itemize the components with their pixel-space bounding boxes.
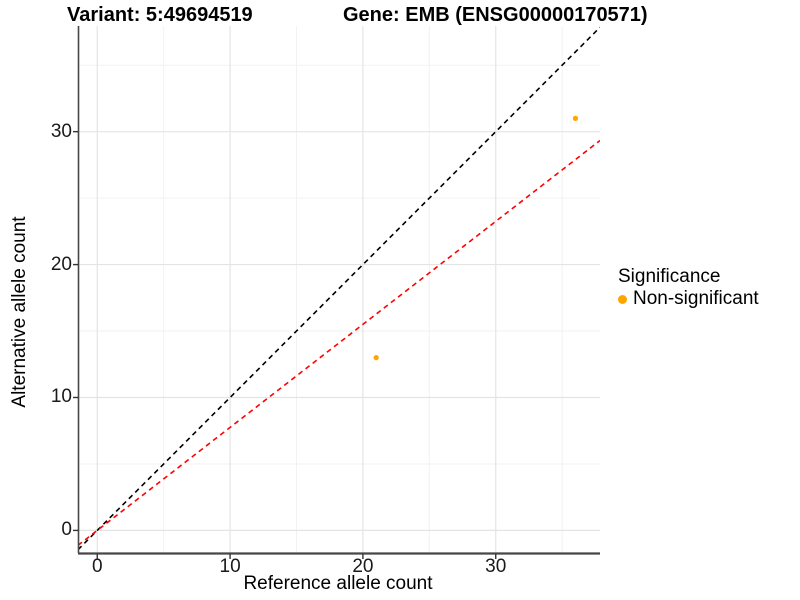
x-tick-label: 0 [91, 556, 103, 577]
legend-label: Non-significant [633, 288, 759, 309]
legend-item: Non-significant [618, 288, 759, 310]
data-point [373, 355, 379, 361]
x-tick-label: 20 [352, 556, 374, 577]
y-tick-label: 30 [50, 120, 72, 142]
y-tick-label: 20 [50, 253, 72, 275]
expected-ratio-line [78, 139, 600, 546]
legend-title: Significance [618, 266, 721, 287]
x-axis-title: Reference allele count [243, 573, 433, 594]
y-tick-label: 10 [50, 386, 72, 408]
y-tick-label: 0 [61, 519, 72, 541]
x-tick-label: 10 [219, 556, 241, 577]
x-tick-label: 30 [485, 556, 507, 577]
legend: Significance Non-significant [618, 266, 759, 310]
data-point [572, 115, 579, 121]
legend-marker-icon [618, 294, 627, 304]
y-axis-title: Alternative allele count [9, 216, 30, 408]
variant-title: Variant: 5:49694519 [67, 4, 253, 26]
identity-line [78, 26, 600, 551]
gene-title: Gene: EMB (ENSG00000170571) [343, 4, 648, 26]
legend-items: Non-significant [618, 288, 759, 310]
